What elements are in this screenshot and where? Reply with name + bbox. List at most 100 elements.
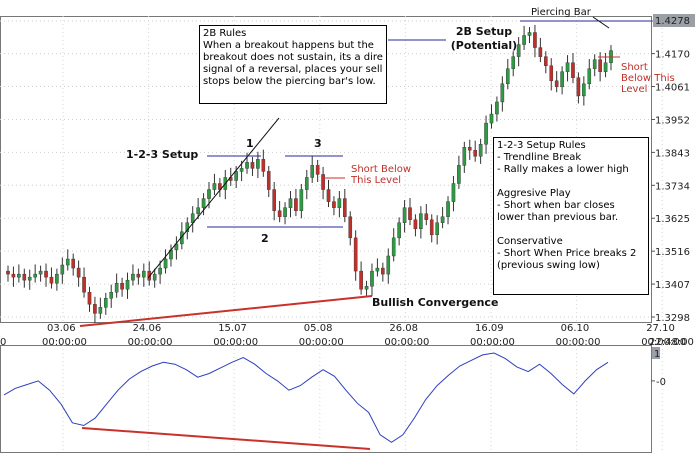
price-bar — [120, 277, 124, 297]
price-bar — [353, 230, 358, 281]
price-bar-body — [299, 189, 304, 211]
price-bar — [310, 155, 315, 183]
price-bar-body — [375, 267, 380, 272]
price-bar-body — [516, 44, 521, 57]
time-tick-label: 00:00:00 — [299, 337, 344, 348]
price-bar-body — [152, 273, 157, 281]
price-bar — [467, 139, 472, 160]
price-bar-body — [505, 68, 510, 85]
price-bar — [55, 268, 59, 291]
price-tick-label: 1.3625 — [655, 214, 690, 225]
price-tick-label: 1.4061 — [655, 83, 690, 94]
annotation-piercing-bar: Piercing Bar — [531, 7, 591, 18]
price-bar-body — [587, 68, 592, 85]
price-bar — [571, 53, 575, 84]
price-bar — [343, 188, 347, 223]
price-bar-body — [370, 270, 374, 287]
price-bar — [337, 191, 342, 218]
price-bar — [321, 166, 325, 200]
price-bar-body — [326, 189, 331, 202]
price-bar — [304, 169, 309, 200]
price-bar — [424, 204, 429, 226]
price-bar-body — [147, 270, 152, 281]
price-bar-body — [495, 101, 499, 115]
price-bar-body — [440, 216, 445, 223]
price-bar — [212, 173, 217, 195]
price-bar — [516, 37, 521, 67]
price-bar — [478, 138, 483, 164]
price-bar-body — [554, 80, 559, 88]
price-bar-body — [435, 222, 439, 236]
annotation-point-3: 3 — [314, 137, 322, 150]
price-bar — [131, 264, 135, 286]
price-bar — [114, 273, 119, 298]
price-bar — [364, 280, 369, 297]
price-bar — [87, 286, 92, 312]
price-bar-body — [603, 62, 608, 72]
price-bar-body — [343, 198, 347, 217]
price-bar — [386, 248, 391, 284]
price-bar — [76, 260, 81, 287]
trendline-123 — [147, 117, 280, 279]
price-bar — [533, 24, 537, 58]
price-bar — [348, 211, 353, 246]
price-bar — [381, 262, 385, 282]
price-bar — [473, 140, 477, 162]
price-bar-body — [391, 237, 396, 257]
price-bar — [11, 266, 16, 287]
price-bar — [71, 253, 75, 276]
price-bar — [17, 264, 21, 283]
piercing-pointer-line — [592, 16, 610, 29]
price-bar-body — [353, 237, 358, 272]
price-bar-body — [11, 273, 16, 278]
price-bar-body — [239, 168, 244, 172]
price-tick-label: 1.3407 — [655, 280, 690, 291]
price-bar-body — [71, 258, 75, 269]
date-tick-label: 06.10 — [561, 323, 590, 334]
price-bar-body — [250, 162, 255, 169]
time-tick-label: 00:00:00 — [641, 337, 686, 348]
price-bar-body — [511, 56, 516, 69]
price-bar-body — [527, 32, 532, 36]
price-bar — [592, 54, 597, 77]
current-price-tag — [653, 14, 695, 27]
date-tick-label: 16.09 — [475, 323, 504, 334]
price-bar — [299, 184, 304, 219]
annotation-short-below-1: Short Below This Level — [351, 164, 412, 186]
time-tick-label: 00:00:00 — [128, 337, 173, 348]
osc-corner-tag — [652, 347, 660, 359]
price-bar-body — [500, 83, 505, 103]
price-bar-body — [76, 267, 81, 278]
time-tick-label: 00:00:00 — [384, 337, 429, 348]
price-bar — [93, 296, 97, 324]
price-tick-label: 1.3952 — [655, 115, 690, 126]
price-bar-body — [484, 122, 488, 145]
oscillator-line — [3, 352, 609, 443]
price-bar — [196, 197, 200, 220]
price-bar-body — [576, 77, 581, 97]
price-bar-body — [163, 258, 168, 269]
annotation-2b-setup: 2B Setup (Potential) — [450, 25, 518, 52]
date-tick-label: 03.06 — [47, 323, 76, 334]
price-bar — [484, 115, 488, 154]
price-bar — [158, 260, 162, 284]
price-bar-body — [114, 282, 119, 293]
price-bar-body — [266, 171, 271, 190]
price-bar-body — [582, 83, 586, 97]
price-bar — [511, 51, 516, 77]
price-bar — [266, 165, 271, 198]
price-bar — [332, 196, 336, 216]
price-bar — [560, 66, 564, 95]
price-bar-body — [402, 207, 407, 223]
price-bar-body — [457, 165, 461, 184]
annotation-point-1: 1 — [246, 137, 254, 150]
price-bar — [38, 265, 43, 282]
price-bar-body — [489, 113, 494, 124]
price-bar-body — [348, 216, 353, 239]
price-bar-body — [315, 165, 320, 175]
date-tick-label: 15.07 — [218, 323, 247, 334]
price-bar-body — [142, 270, 146, 278]
price-bar — [587, 59, 592, 90]
price-bar-body — [478, 144, 483, 157]
price-bar — [103, 292, 108, 315]
